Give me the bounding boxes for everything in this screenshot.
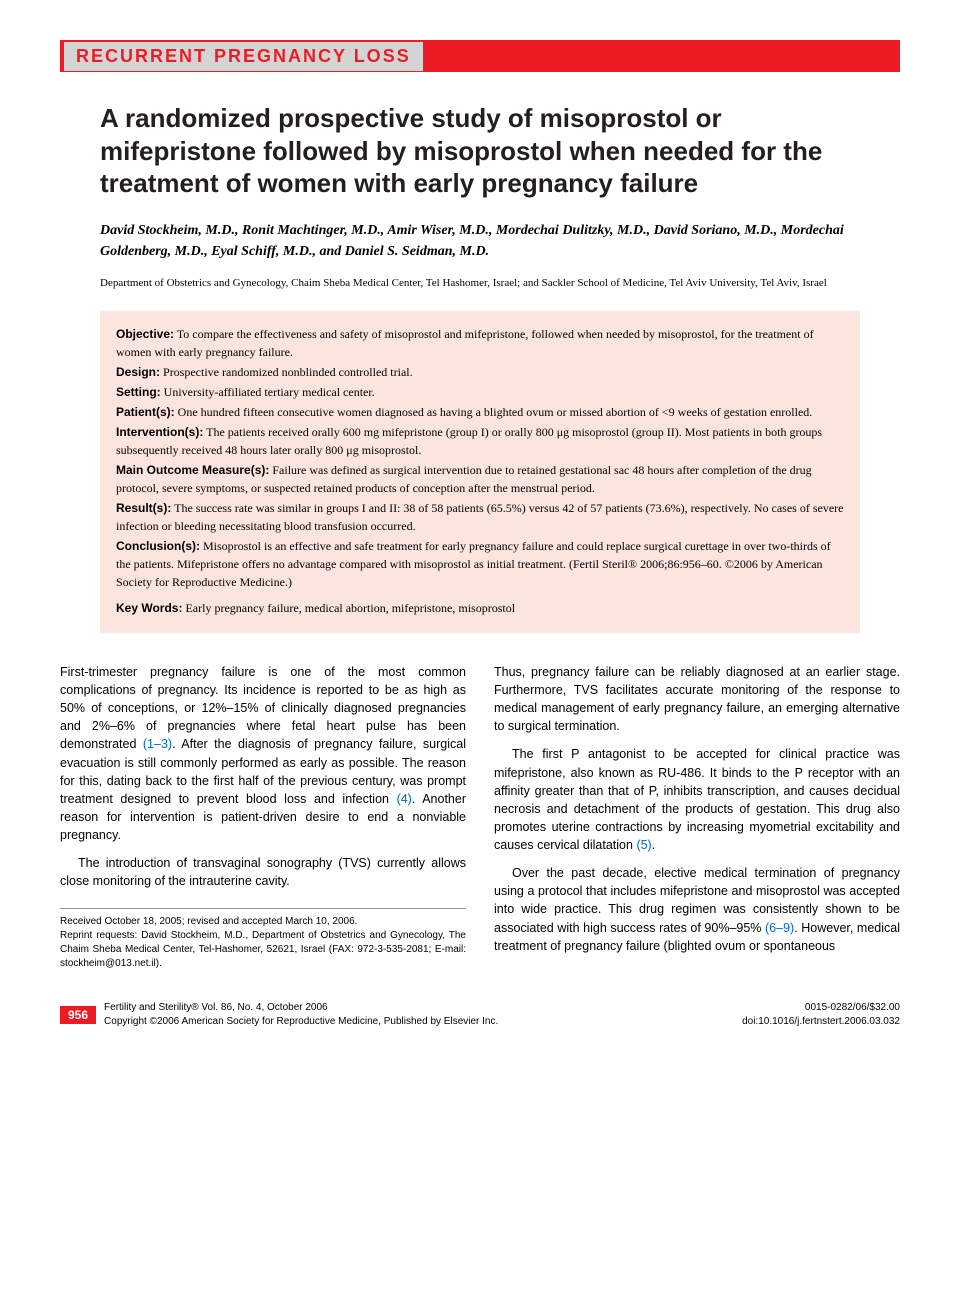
article-info: Received October 18, 2005; revised and a… [60,908,466,971]
design-label: Design: [116,365,160,379]
reprint-requests: Reprint requests: David Stockheim, M.D.,… [60,929,466,971]
authors: David Stockheim, M.D., Ronit Machtinger,… [100,220,860,262]
body-columns: First-trimester pregnancy failure is one… [60,663,900,972]
patients-label: Patient(s): [116,405,175,419]
outcome-label: Main Outcome Measure(s): [116,463,269,477]
right-column: Thus, pregnancy failure can be reliably … [494,663,900,972]
patients-text: One hundred fifteen consecutive women di… [175,405,813,419]
interventions-text: The patients received orally 600 mg mife… [116,425,822,457]
conclusions-text: Misoprostol is an effective and safe tre… [116,539,831,589]
citation-link-4[interactable]: (4) [397,792,412,806]
footer-journal-block: Fertility and Sterility® Vol. 86, No. 4,… [104,1001,498,1029]
body-para-r1: Thus, pregnancy failure can be reliably … [494,663,900,736]
journal-line: Fertility and Sterility® Vol. 86, No. 4,… [104,1001,498,1015]
keywords-text: Early pregnancy failure, medical abortio… [182,601,515,615]
body-para-r3: Over the past decade, elective medical t… [494,864,900,955]
footer-left: 956 Fertility and Sterility® Vol. 86, No… [60,1001,498,1029]
article-title: A randomized prospective study of misopr… [100,102,860,200]
citation-link-5[interactable]: (5) [636,838,651,852]
interventions-label: Intervention(s): [116,425,203,439]
section-banner-label: RECURRENT PREGNANCY LOSS [64,42,423,71]
abstract-interventions: Intervention(s): The patients received o… [116,423,844,459]
body-para-2: The introduction of transvaginal sonogra… [60,854,466,890]
issn-price: 0015-0282/06/$32.00 [742,1001,900,1015]
page-number-badge: 956 [60,1006,96,1024]
objective-text: To compare the effectiveness and safety … [116,327,814,359]
abstract-design: Design: Prospective randomized nonblinde… [116,363,844,381]
conclusions-label: Conclusion(s): [116,539,200,553]
body-para-1: First-trimester pregnancy failure is one… [60,663,466,844]
para-r2-b: . [652,838,655,852]
abstract-box: Objective: To compare the effectiveness … [100,311,860,633]
keywords-label: Key Words: [116,601,182,615]
received-date: Received October 18, 2005; revised and a… [60,915,466,929]
abstract-setting: Setting: University-affiliated tertiary … [116,383,844,401]
results-text: The success rate was similar in groups I… [116,501,844,533]
body-para-r2: The first P antagonist to be accepted fo… [494,745,900,854]
objective-label: Objective: [116,327,174,341]
left-column: First-trimester pregnancy failure is one… [60,663,466,972]
footer-right: 0015-0282/06/$32.00 doi:10.1016/j.fertns… [742,1001,900,1029]
abstract-patients: Patient(s): One hundred fifteen consecut… [116,403,844,421]
copyright-line: Copyright ©2006 American Society for Rep… [104,1015,498,1029]
abstract-keywords: Key Words: Early pregnancy failure, medi… [116,599,844,617]
affiliation: Department of Obstetrics and Gynecology,… [100,276,860,291]
section-banner: RECURRENT PREGNANCY LOSS [60,40,900,72]
setting-text: University-affiliated tertiary medical c… [161,385,375,399]
design-text: Prospective randomized nonblinded contro… [160,365,413,379]
abstract-results: Result(s): The success rate was similar … [116,499,844,535]
results-label: Result(s): [116,501,171,515]
abstract-outcome: Main Outcome Measure(s): Failure was def… [116,461,844,497]
citation-link-6-9[interactable]: (6–9) [765,921,794,935]
para-r2-a: The first P antagonist to be accepted fo… [494,747,900,852]
doi: doi:10.1016/j.fertnstert.2006.03.032 [742,1015,900,1029]
citation-link-1-3[interactable]: (1–3) [143,737,172,751]
page-footer: 956 Fertility and Sterility® Vol. 86, No… [60,1001,900,1029]
abstract-objective: Objective: To compare the effectiveness … [116,325,844,361]
setting-label: Setting: [116,385,161,399]
abstract-conclusions: Conclusion(s): Misoprostol is an effecti… [116,537,844,591]
